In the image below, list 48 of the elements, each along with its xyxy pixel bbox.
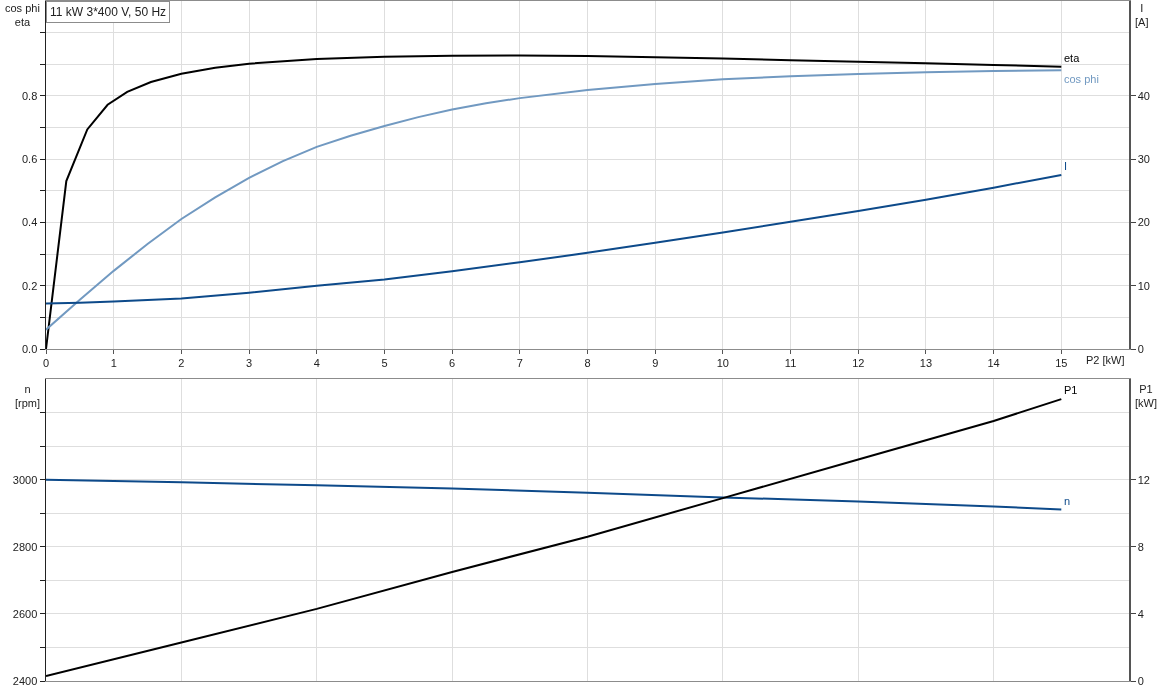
- y-tick-label: 3000: [12, 473, 38, 486]
- x-tick-label: 13: [919, 357, 933, 370]
- y2-tick-label: 8: [1137, 540, 1144, 553]
- x-tick-label: 14: [987, 357, 1000, 370]
- x-tick-label: 7: [516, 357, 523, 370]
- x-tick-label: 2: [178, 357, 185, 370]
- series-label: I: [1064, 160, 1068, 172]
- series-label: cos phi: [1064, 73, 1099, 85]
- series-label: P1: [1064, 384, 1078, 396]
- y-axis-title: cos phi eta: [5, 2, 40, 29]
- x-tick-label: 1: [110, 357, 117, 370]
- y-axis-title: n [rpm]: [15, 383, 41, 410]
- x-tick-label: 0: [42, 357, 50, 370]
- y2-tick-label: 30: [1137, 153, 1150, 166]
- line-series: [46, 398, 1063, 677]
- x-tick-label: 8: [584, 357, 591, 370]
- y2-tick-label: 20: [1137, 216, 1150, 229]
- line-series: [46, 478, 1063, 511]
- x-tick-label: 3: [246, 357, 253, 370]
- series-label: n: [1064, 495, 1071, 507]
- y-tick-label: 0.4: [22, 216, 38, 229]
- y-tick-label: 0.8: [22, 89, 38, 102]
- y2-tick-label: 10: [1137, 279, 1150, 292]
- y2-tick-label: 12: [1137, 473, 1150, 486]
- y2-axis-title: P1 [kW]: [1135, 383, 1157, 410]
- chart-title: 11 kW 3*400 V, 50 Hz: [50, 5, 167, 19]
- y-tick-label: 0.2: [22, 279, 38, 292]
- x-axis-title: P2 [kW]: [1086, 354, 1125, 366]
- x-tick-label: 15: [1055, 357, 1068, 370]
- y-tick-label: 2800: [12, 540, 38, 553]
- x-tick-label: 12: [852, 357, 865, 370]
- y2-tick-label: 0: [1137, 342, 1144, 355]
- x-tick-label: 6: [449, 357, 456, 370]
- x-tick-label: 9: [652, 357, 659, 370]
- y-tick-label: 0.6: [22, 153, 38, 166]
- x-tick-label: 4: [313, 357, 320, 370]
- y2-tick-label: 0: [1137, 674, 1144, 687]
- x-tick-label: 5: [381, 357, 388, 370]
- x-tick-label: 10: [716, 357, 730, 370]
- x-tick-label: 11: [784, 357, 797, 370]
- line-series: [46, 174, 1063, 305]
- y-tick-label: 2400: [12, 674, 38, 687]
- y2-tick-label: 4: [1137, 607, 1144, 620]
- y2-axis-title: I [A]: [1135, 2, 1149, 29]
- y2-tick-label: 40: [1137, 89, 1150, 102]
- y-tick-label: 2600: [12, 607, 38, 620]
- series-label: eta: [1064, 52, 1081, 64]
- y-tick-label: 0.0: [22, 342, 38, 355]
